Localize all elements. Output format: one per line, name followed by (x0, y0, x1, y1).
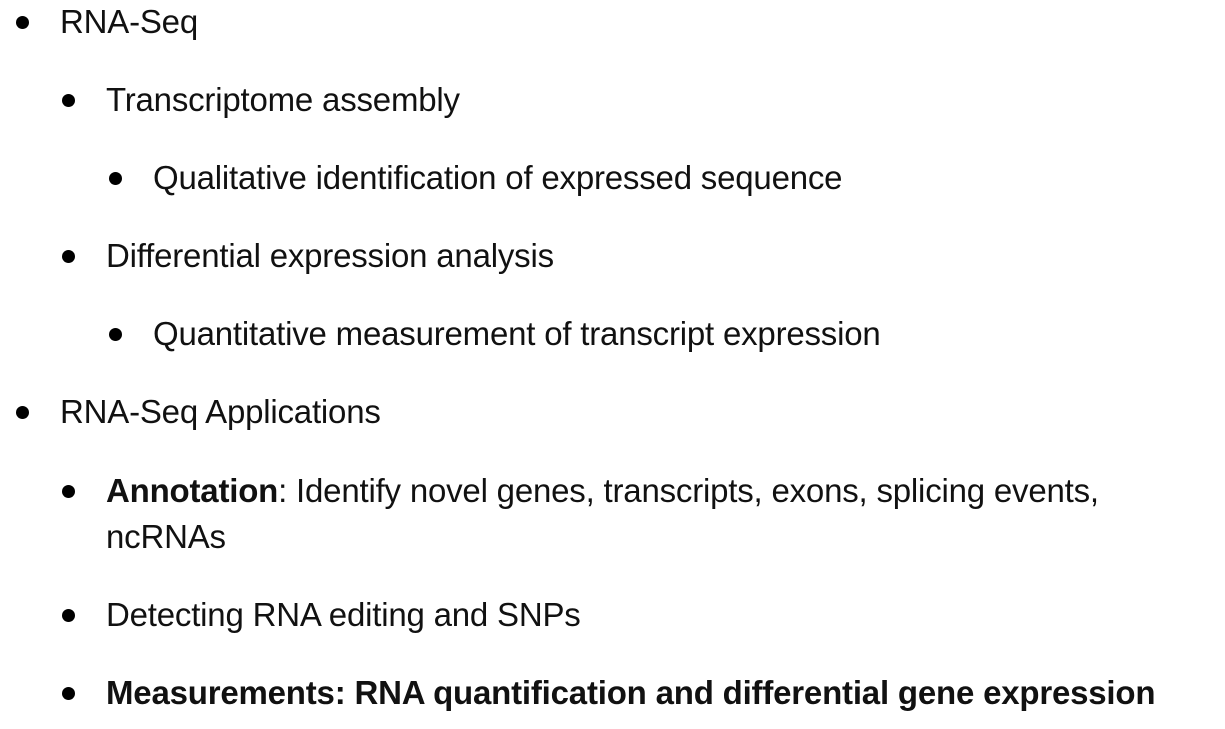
bullet-dot (62, 250, 75, 263)
bullet-item: Detecting RNA editing and SNPs (62, 592, 581, 638)
bullet-item: Annotation: Identify novel genes, transc… (62, 468, 1196, 560)
bullet-dot (109, 172, 122, 185)
bullet-text: : Identify novel genes, transcripts, exo… (106, 472, 1099, 555)
bullet-dot (62, 94, 75, 107)
bullet-item: Transcriptome assembly (62, 77, 460, 123)
bullet-item: RNA-Seq (16, 0, 198, 45)
bullet-text: Qualitative identification of expressed … (153, 159, 843, 196)
bullet-text: RNA-Seq Applications (60, 393, 381, 430)
bullet-text: Transcriptome assembly (106, 81, 460, 118)
bullet-item: Qualitative identification of expressed … (109, 155, 843, 201)
bullet-dot (62, 687, 75, 700)
bullet-bold-text: Annotation (106, 472, 279, 509)
bullet-dot (109, 328, 122, 341)
bullet-dot (62, 485, 75, 498)
bullet-item: Measurements: RNA quantification and dif… (62, 670, 1156, 716)
bullet-item: Quantitative measurement of transcript e… (109, 311, 881, 357)
bullet-dot (16, 16, 29, 29)
bullet-item: Differential expression analysis (62, 233, 554, 279)
bullet-dot (62, 609, 75, 622)
bullet-text: Quantitative measurement of transcript e… (153, 315, 881, 352)
bullet-item: RNA-Seq Applications (16, 389, 381, 435)
bullet-text: RNA-Seq (60, 3, 198, 40)
bullet-bold-text: Measurements: RNA quantification and dif… (106, 674, 1156, 711)
bullet-text: Differential expression analysis (106, 237, 554, 274)
bullet-dot (16, 406, 29, 419)
bullet-text: Detecting RNA editing and SNPs (106, 596, 581, 633)
